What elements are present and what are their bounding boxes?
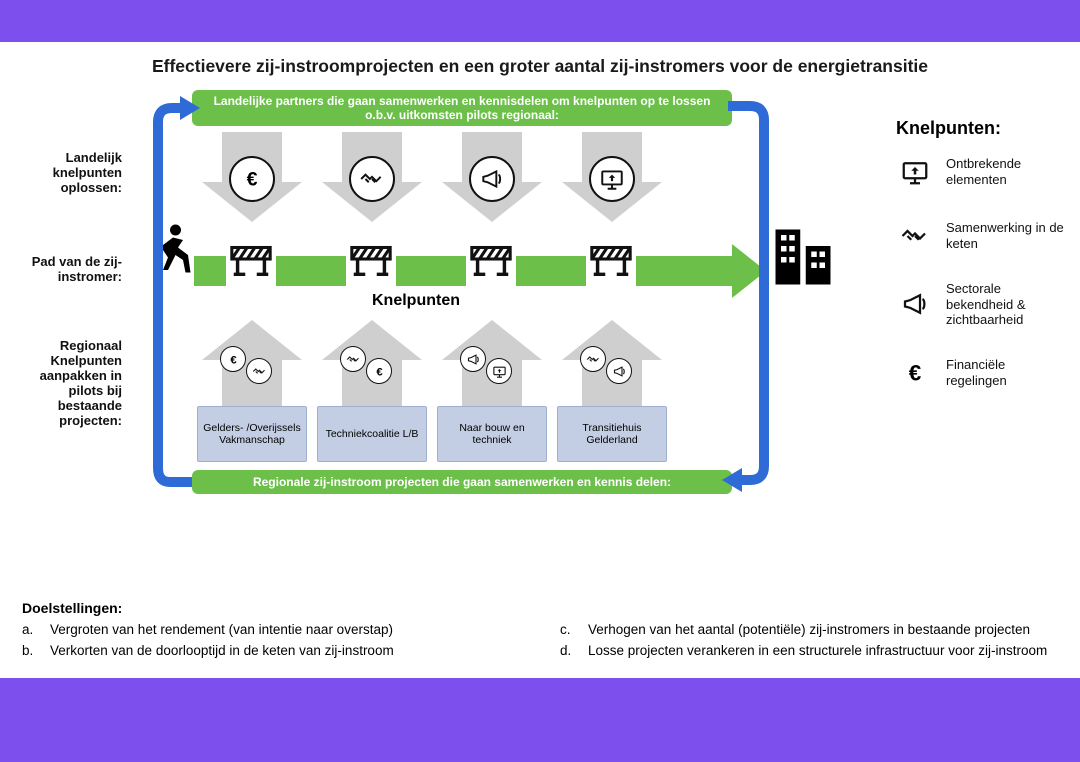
path-segment (636, 256, 734, 286)
bottom-bar: Regionale zij-instroom projecten die gaa… (192, 470, 732, 494)
page-title: Effectievere zij-instroomprojecten en ee… (22, 56, 1058, 77)
feedback-arrow-right (722, 92, 772, 499)
doels-idx: b. (22, 643, 36, 658)
path-segment (276, 256, 346, 286)
building-icon (770, 224, 836, 295)
doels-text: Vergroten van het rendement (van intenti… (50, 622, 393, 637)
infographic-panel: Effectievere zij-instroomprojecten en ee… (0, 42, 1080, 678)
euro-icon (229, 156, 275, 202)
screen-icon (486, 358, 512, 384)
megaphone-icon (606, 358, 632, 384)
project-box: Naar bouw en techniek (437, 406, 547, 462)
barrier-icon (348, 236, 394, 282)
doels-title: Doelstellingen: (22, 600, 1058, 616)
side-label-mid: Pad van de zij-instromer: (22, 254, 122, 284)
doels-text: Verkorten van de doorlooptijd in de kete… (50, 643, 394, 658)
euro-icon (220, 346, 246, 372)
handshake-icon (340, 346, 366, 372)
megaphone-icon (469, 156, 515, 202)
project-box: Transitiehuis Gelderland (557, 406, 667, 462)
doels-item: d. Losse projecten verankeren in een str… (560, 643, 1058, 658)
doels-text: Losse projecten verankeren in een struct… (588, 643, 1047, 658)
feedback-arrow-left (150, 92, 200, 499)
top-bar: Landelijke partners die gaan samenwerken… (192, 90, 732, 126)
handshake-icon (349, 156, 395, 202)
doels-idx: d. (560, 643, 574, 658)
knel-label: Knelpunten (372, 292, 460, 310)
path-segment (516, 256, 586, 286)
side-label-bot: Regionaal Knelpunten aanpakken in pilots… (22, 338, 122, 428)
euro-icon (366, 358, 392, 384)
barrier-icon (228, 236, 274, 282)
megaphone-icon (460, 346, 486, 372)
handshake-icon (246, 358, 272, 384)
doels-item: a. Vergroten van het rendement (van inte… (22, 622, 520, 637)
path-segment (396, 256, 466, 286)
barrier-icon (468, 236, 514, 282)
doels-text: Verhogen van het aantal (potentiële) zij… (588, 622, 1030, 637)
project-box: Techniekcoalitie L/B (317, 406, 427, 462)
barrier-icon (588, 236, 634, 282)
doelstellingen: Doelstellingen: a. Vergroten van het ren… (22, 600, 1058, 664)
handshake-icon (580, 346, 606, 372)
doels-idx: a. (22, 622, 36, 637)
doels-idx: c. (560, 622, 574, 637)
screen-icon (589, 156, 635, 202)
doels-item: c. Verhogen van het aantal (potentiële) … (560, 622, 1058, 637)
doels-item: b. Verkorten van de doorlooptijd in de k… (22, 643, 520, 658)
side-label-top: Landelijk knelpunten oplossen: (22, 150, 122, 195)
project-box: Gelders- /Overijssels Vakmanschap (197, 406, 307, 462)
diagram-area: Landelijk knelpunten oplossen: Pad van d… (22, 90, 1058, 570)
